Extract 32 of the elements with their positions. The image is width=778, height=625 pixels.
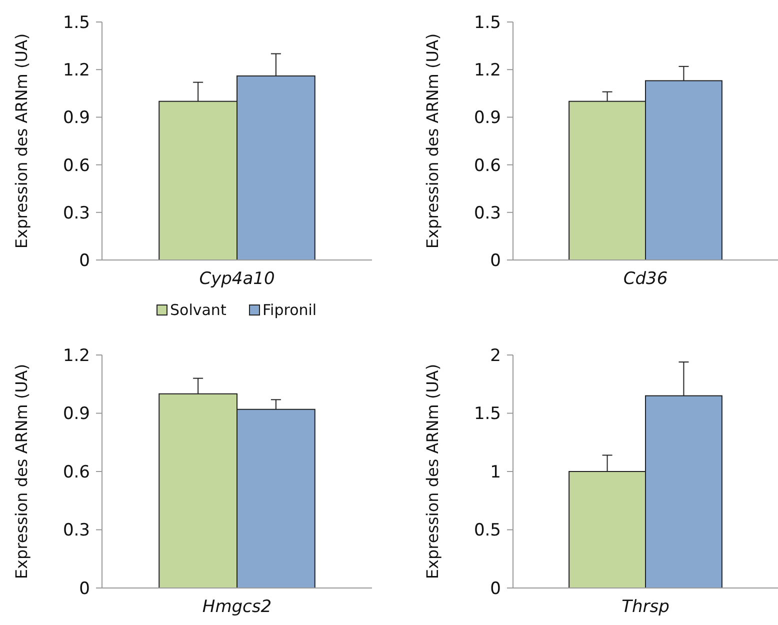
- y-tick-label: 1.2: [62, 60, 90, 81]
- y-tick-label: 2: [490, 346, 501, 366]
- y-tick-label: 1.2: [474, 60, 501, 81]
- y-axis-title: Expression des ARNm (UA): [12, 364, 31, 580]
- x-tick-label: Thrsp: [622, 597, 670, 617]
- y-tick-label: 1.5: [474, 404, 501, 424]
- y-tick-label: 1.5: [474, 12, 501, 33]
- y-tick-label: 1.2: [62, 346, 90, 366]
- y-tick-label: 1.5: [62, 12, 90, 33]
- y-axis-title: Expression des ARNm (UA): [423, 33, 442, 249]
- x-tick-label: Cyp4a10: [199, 269, 275, 289]
- y-tick-label: 0.3: [62, 203, 90, 224]
- y-tick-label: 0.9: [474, 108, 501, 128]
- y-tick-label: 0.5: [474, 520, 501, 541]
- y-tick-label: 0.9: [62, 108, 90, 128]
- y-tick-label: 0.6: [474, 156, 501, 176]
- y-tick-label: 0: [490, 578, 501, 599]
- y-axis-title: Expression des ARNm (UA): [12, 33, 31, 249]
- y-tick-label: 0.6: [62, 462, 90, 482]
- y-tick-label: 1: [490, 462, 501, 482]
- y-axis-title: Expression des ARNm (UA): [423, 364, 442, 580]
- legend-label: Solvant: [170, 301, 226, 319]
- y-tick-label: 0: [79, 578, 90, 599]
- y-tick-label: 0.3: [474, 203, 501, 224]
- y-tick-label: 0.6: [62, 156, 90, 176]
- y-tick-label: 0: [490, 250, 501, 271]
- x-tick-label: Hmgcs2: [202, 597, 272, 617]
- y-tick-label: 0.3: [62, 520, 90, 541]
- legend-label: Fipronil: [262, 301, 317, 319]
- y-tick-label: 0: [79, 250, 90, 271]
- x-tick-label: Cd36: [623, 269, 668, 289]
- y-tick-label: 0.9: [62, 404, 90, 424]
